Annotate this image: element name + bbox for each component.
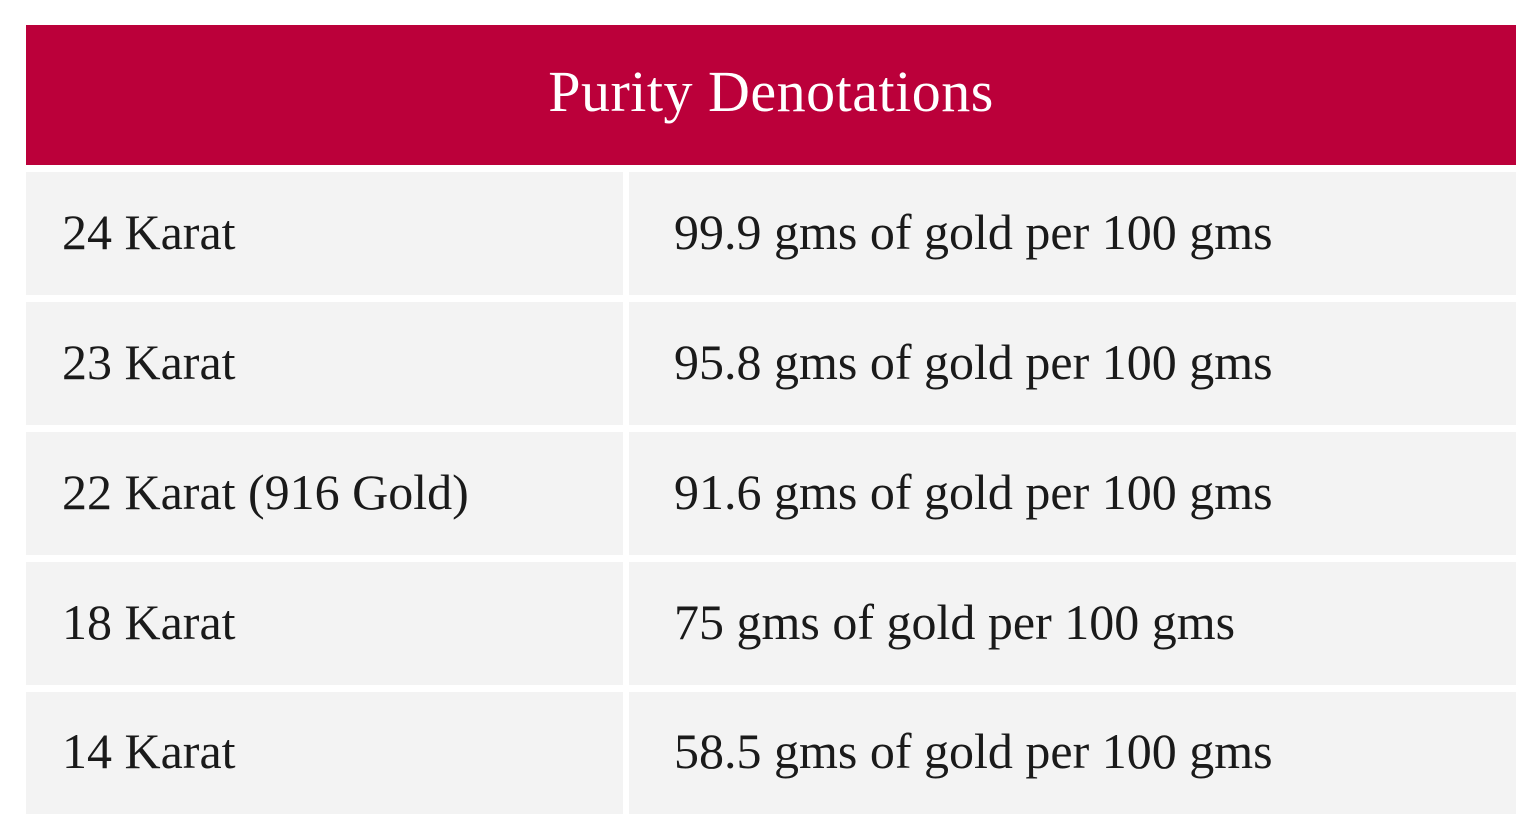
karat-label: 14 Karat xyxy=(62,723,236,779)
karat-label: 22 Karat (916 Gold) xyxy=(62,463,469,520)
table-title-bar: Purity Denotations xyxy=(26,25,1516,165)
purity-cell: 91.6 gms of gold per 100 gms xyxy=(629,432,1516,555)
karat-cell: 18 Karat xyxy=(26,562,623,685)
table-row: 14 Karat 58.5 gms of gold per 100 gms xyxy=(26,692,1516,814)
karat-label: 23 Karat xyxy=(62,333,236,390)
purity-cell: 75 gms of gold per 100 gms xyxy=(629,562,1516,685)
purity-label: 58.5 gms of gold per 100 gms xyxy=(674,723,1273,779)
karat-label: 18 Karat xyxy=(62,593,236,650)
karat-cell: 14 Karat xyxy=(26,692,623,814)
table-row: 22 Karat (916 Gold) 91.6 gms of gold per… xyxy=(26,432,1516,555)
table-row: 18 Karat 75 gms of gold per 100 gms xyxy=(26,562,1516,685)
purity-label: 95.8 gms of gold per 100 gms xyxy=(674,333,1273,390)
karat-cell: 24 Karat xyxy=(26,172,623,295)
purity-table: Purity Denotations 24 Karat 99.9 gms of … xyxy=(26,25,1516,814)
purity-cell: 58.5 gms of gold per 100 gms xyxy=(629,692,1516,814)
karat-cell: 23 Karat xyxy=(26,302,623,425)
purity-cell: 99.9 gms of gold per 100 gms xyxy=(629,172,1516,295)
table-title: Purity Denotations xyxy=(548,58,994,124)
table-row: 24 Karat 99.9 gms of gold per 100 gms xyxy=(26,172,1516,295)
purity-label: 91.6 gms of gold per 100 gms xyxy=(674,463,1273,520)
karat-label: 24 Karat xyxy=(62,203,236,260)
table-row: 23 Karat 95.8 gms of gold per 100 gms xyxy=(26,302,1516,425)
purity-label: 99.9 gms of gold per 100 gms xyxy=(674,203,1273,260)
karat-cell: 22 Karat (916 Gold) xyxy=(26,432,623,555)
purity-cell: 95.8 gms of gold per 100 gms xyxy=(629,302,1516,425)
purity-label: 75 gms of gold per 100 gms xyxy=(674,593,1236,650)
